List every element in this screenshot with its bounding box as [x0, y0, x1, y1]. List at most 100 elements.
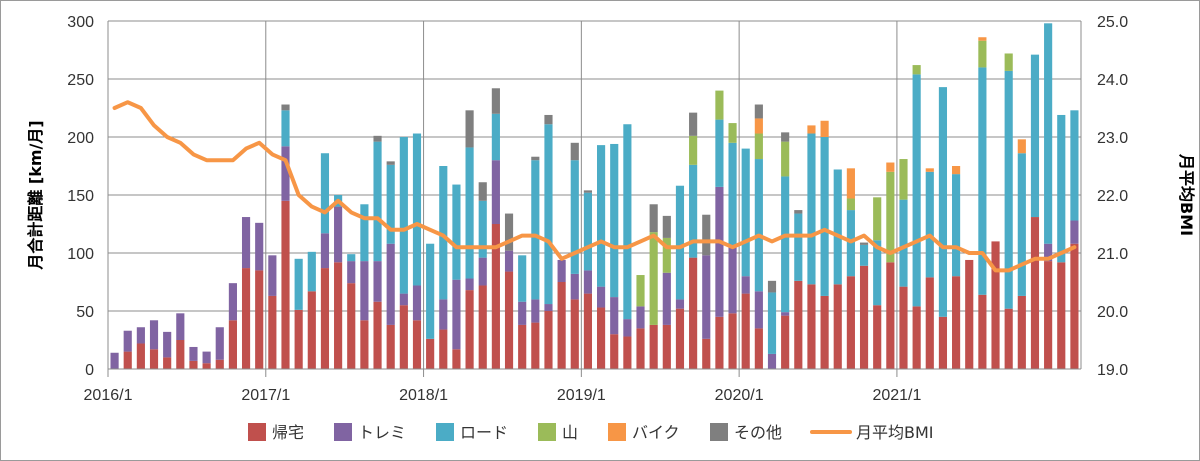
bar-segment [728, 123, 737, 143]
bar-segment [163, 331, 172, 358]
bar-segment [741, 276, 750, 294]
bar-segment [215, 327, 224, 360]
bar-segment [807, 133, 816, 285]
legend-item: 帰宅 [248, 423, 304, 442]
bar-segment [1057, 262, 1066, 369]
bar-segment [1030, 54, 1040, 218]
bar-segment [965, 259, 974, 369]
bar-segment [1030, 217, 1040, 369]
bar-segment [386, 324, 395, 369]
bar-segment [807, 125, 816, 134]
bar-segment [426, 243, 435, 339]
bar-segment [597, 307, 606, 369]
bar-segment [1004, 70, 1013, 309]
bar-segment [189, 346, 198, 361]
bar-segment [518, 255, 527, 302]
bar-segment [583, 293, 592, 369]
bar-segment [255, 222, 264, 271]
bar-segment [1070, 243, 1079, 369]
y-tick-label: 100 [67, 246, 94, 263]
bar-segment [952, 174, 961, 277]
axes-layer: 0 50 100 150 200 250 300 19.0 20.0 21.0 22.0 23.0 24… [67, 14, 1128, 404]
bar-segment [149, 320, 159, 350]
y2-tick-label: 24.0 [1097, 72, 1128, 89]
bar-segment [320, 153, 330, 234]
bar-segment [136, 327, 145, 344]
bar-segment [518, 324, 527, 369]
bar-segment [1044, 261, 1053, 369]
bar-segment [715, 186, 724, 317]
bar-segment [478, 257, 487, 286]
legend-label: 帰宅 [272, 423, 304, 442]
legend-swatch [608, 423, 626, 441]
bar-segment [123, 330, 132, 352]
bar-segment [518, 301, 527, 325]
bar-segment [386, 164, 395, 244]
bar-segment [781, 312, 790, 316]
bar-segment [531, 299, 540, 323]
bar-segment [912, 306, 921, 369]
bar-segment [163, 357, 172, 369]
y-tick-label: 50 [76, 304, 94, 321]
bar-segment [1017, 139, 1026, 154]
bar-segment [215, 359, 224, 369]
bar-segment [202, 351, 211, 364]
bar-segment [334, 206, 343, 263]
bars-layer [110, 23, 1079, 369]
bar-segment [412, 320, 422, 369]
bar-segment [531, 156, 540, 161]
bar-segment [504, 250, 514, 272]
bar-segment [715, 119, 724, 187]
legend-item: 月平均BMI [810, 423, 934, 442]
bar-segment [412, 133, 422, 286]
bar-segment [373, 141, 382, 262]
bar-segment [241, 217, 251, 269]
bar-segment [767, 280, 777, 293]
bar-segment [478, 182, 487, 201]
y-tick-label: 300 [67, 14, 94, 31]
bar-segment [794, 210, 803, 214]
bar-segment [623, 336, 632, 369]
bar-segment [689, 164, 698, 258]
x-tick-label: 2021/1 [872, 387, 921, 404]
bar-segment [399, 305, 408, 369]
y2-tick-label: 21.0 [1097, 246, 1128, 263]
bar-segment [504, 213, 514, 251]
bar-segment [597, 145, 606, 287]
bar-segment [373, 135, 382, 142]
bar-segment [886, 262, 895, 369]
bar-segment [662, 324, 671, 369]
x-tick-label: 2017/1 [241, 387, 290, 404]
bar-segment [610, 143, 619, 298]
legend-item: バイク [608, 423, 680, 442]
bar-segment [781, 176, 790, 313]
bar-segment [702, 338, 711, 369]
bar-segment [1044, 243, 1053, 262]
bar-segment [754, 159, 763, 292]
bar-segment [689, 257, 698, 369]
bar-segment [781, 315, 790, 369]
bar-segment [675, 299, 685, 309]
legend-swatch [334, 423, 352, 441]
bar-segment [754, 104, 763, 119]
bar-segment [557, 259, 566, 282]
bar-segment [544, 124, 553, 305]
y2-tick-label: 25.0 [1097, 14, 1128, 31]
bar-segment [807, 284, 816, 369]
y-tick-label: 150 [67, 188, 94, 205]
bar-segment [833, 284, 842, 369]
bar-segment [465, 290, 474, 369]
bar-segment [820, 137, 829, 296]
bar-segment [149, 349, 159, 369]
bar-segment [426, 338, 435, 369]
legend-label: バイク [632, 423, 680, 442]
bar-segment [662, 215, 671, 238]
bar-segment [978, 40, 987, 68]
bar-segment [794, 280, 803, 369]
line-layer [112, 100, 1077, 273]
bar-segment [360, 320, 369, 369]
bar-segment [583, 270, 592, 294]
bar-segment [649, 324, 658, 369]
bar-segment [202, 363, 211, 369]
bar-segment [754, 291, 763, 329]
